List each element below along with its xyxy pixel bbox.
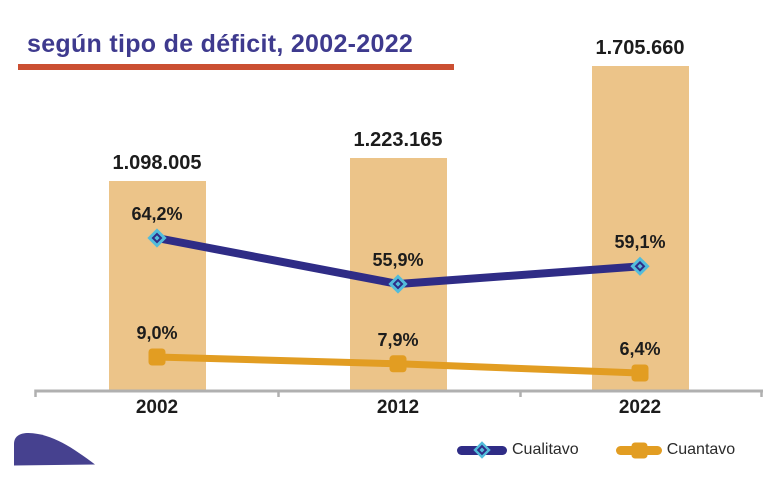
legend-item-cualitavo: Cualitavo <box>456 441 579 459</box>
cualitavo-line-marker-icon <box>457 441 507 459</box>
line-series-group <box>147 228 650 382</box>
x-axis-label-2002: 2002 <box>135 397 179 418</box>
bar-value-label-2002: 1.098.005 <box>112 152 202 175</box>
x-axis-label-2022: 2022 <box>618 397 662 418</box>
point-label-cuantavo-2022: 6,4% <box>619 339 661 359</box>
point-label-cualitavo-2022: 59,1% <box>614 232 666 253</box>
title-underline <box>18 64 454 70</box>
point-label-cualitavo-2002: 64,2% <box>131 204 183 224</box>
bar-2022 <box>591 65 689 390</box>
cuantavo-line-marker-icon <box>615 442 662 459</box>
square-marker <box>148 348 166 366</box>
x-axis-tick <box>277 389 280 397</box>
x-axis <box>34 389 763 397</box>
corner-wave-decoration <box>14 433 95 466</box>
chart-title: según tipo de déficit, 2002-2022 <box>27 30 414 58</box>
legend-label-cualitavo: Cualitavo <box>512 441 579 458</box>
point-label-cualitavo-2012: 55,9% <box>372 250 424 270</box>
point-label-cuantavo-2002: 9,0% <box>136 323 178 343</box>
point-label-cuantavo-2012: 7,9% <box>377 329 419 350</box>
x-axis-tick <box>519 389 522 397</box>
x-axis-label-2012: 2012 <box>376 397 420 418</box>
legend: Cualitavo Cuantavo <box>456 441 735 459</box>
legend-label-cuantavo: Cuantavo <box>666 441 736 458</box>
square-marker <box>389 355 407 373</box>
bar-value-label-2022: 1.705.660 <box>595 36 685 59</box>
legend-item-cuantavo: Cuantavo <box>615 441 736 459</box>
x-axis-tick <box>760 389 763 397</box>
square-marker <box>631 364 649 382</box>
bar-value-label-2012: 1.223.165 <box>353 128 443 151</box>
x-axis-tick <box>34 389 37 397</box>
